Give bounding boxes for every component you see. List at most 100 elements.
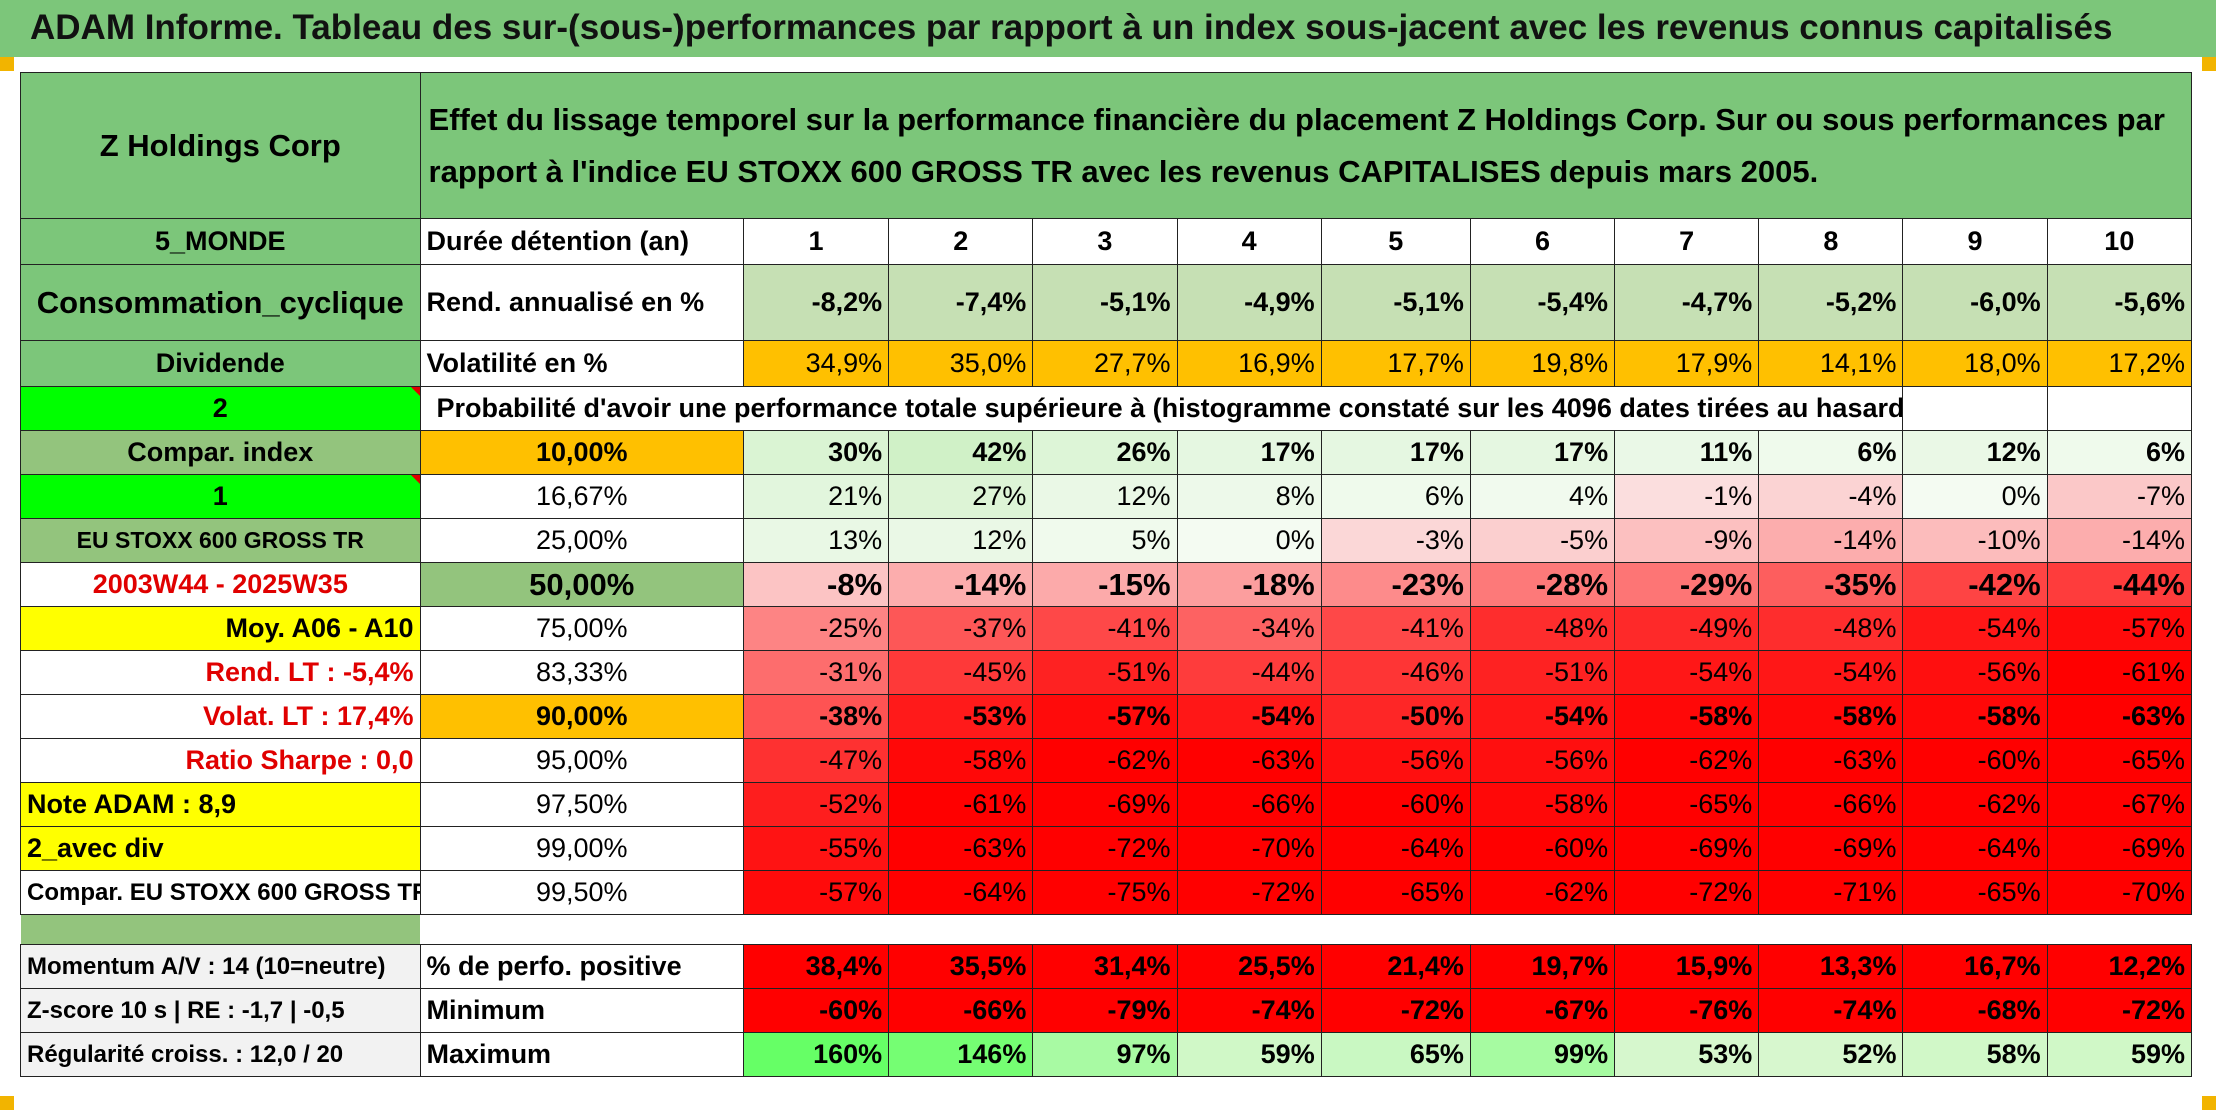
year-header: 1 [742, 218, 890, 265]
percentile-value: -58% [888, 738, 1034, 783]
side-label-moy: Moy. A06 - A10 [20, 606, 421, 651]
rend-value: -7,4% [888, 264, 1034, 341]
percentile-value: -56% [1320, 738, 1471, 783]
stat-value-min: -72% [1320, 988, 1471, 1033]
percentile-value: -69% [1758, 826, 1904, 871]
year-header: 10 [2046, 218, 2193, 265]
stat-value-pos: 12,2% [2046, 944, 2193, 989]
percentile-value: -72% [1176, 870, 1322, 915]
volat-value: 14,1% [1758, 340, 1904, 387]
volat-value: 34,9% [742, 340, 890, 387]
volat-value: 17,2% [2046, 340, 2193, 387]
percentile-value: -25% [742, 606, 890, 651]
report-title-bar: ADAM Informe. Tableau des sur-(sous-)per… [0, 0, 2216, 57]
stat-value-max: 99% [1469, 1032, 1616, 1077]
percentile-value: -51% [1032, 650, 1178, 695]
percentile-value: -62% [1032, 738, 1178, 783]
rend-value: -4,9% [1176, 264, 1322, 341]
stat-label-min: Minimum [419, 988, 744, 1033]
percentile-value: -52% [742, 782, 890, 827]
stat-value-max: 65% [1320, 1032, 1471, 1077]
selector-two: 2 [20, 386, 421, 431]
percentile-value: -66% [1176, 782, 1322, 827]
percentile-value: -18% [1176, 562, 1322, 607]
rend-value: -5,4% [1469, 264, 1616, 341]
year-header: 4 [1176, 218, 1322, 265]
side-label-momentum: Momentum A/V : 14 (10=neutre) [20, 944, 421, 989]
stat-value-min: -67% [1469, 988, 1616, 1033]
volat-value: 35,0% [888, 340, 1034, 387]
percentile-value: -64% [1902, 826, 2048, 871]
percentile-value: -65% [1614, 782, 1760, 827]
percentile-value: -34% [1176, 606, 1322, 651]
percentile-value: 12% [888, 518, 1034, 563]
corner-marker-right [2202, 57, 2216, 71]
percentile-value: 0% [1176, 518, 1322, 563]
volat-value: 27,7% [1032, 340, 1178, 387]
percentile-value: -14% [888, 562, 1034, 607]
stat-value-max: 160% [742, 1032, 890, 1077]
rend-value: -5,2% [1758, 264, 1904, 341]
percentile-value: -7% [2046, 474, 2193, 519]
percentile-value: -62% [1469, 870, 1616, 915]
percentile-value: -58% [1758, 694, 1904, 739]
side-label-note: Note ADAM : 8,9 [20, 782, 421, 827]
percentile-value: -70% [1176, 826, 1322, 871]
percentile-value: -61% [888, 782, 1034, 827]
rend-value: -5,6% [2046, 264, 2193, 341]
percentile-value: -69% [2046, 826, 2193, 871]
percentile-value: 17% [1469, 430, 1616, 475]
stat-value-pos: 13,3% [1758, 944, 1904, 989]
percentile-value: -31% [742, 650, 890, 695]
percentile-value: -4% [1758, 474, 1904, 519]
percentile-value: 6% [2046, 430, 2193, 475]
percentile-value: -14% [2046, 518, 2193, 563]
percentile-value: -44% [2046, 562, 2193, 607]
volat-value: 19,8% [1469, 340, 1616, 387]
percentile-value: 17% [1320, 430, 1471, 475]
percentile-value: 5% [1032, 518, 1178, 563]
percentile-value: -49% [1614, 606, 1760, 651]
percentile-value: -64% [888, 870, 1034, 915]
percentile-label: 97,50% [419, 782, 744, 827]
percentile-value: -69% [1614, 826, 1760, 871]
percentile-label: 99,50% [419, 870, 744, 915]
percentile-value: -54% [1758, 650, 1904, 695]
stat-value-min: -68% [1902, 988, 2048, 1033]
percentile-value: -72% [1614, 870, 1760, 915]
percentile-value: -35% [1758, 562, 1904, 607]
stat-value-max: 52% [1758, 1032, 1904, 1077]
percentile-value: -45% [888, 650, 1034, 695]
rend-value: -8,2% [742, 264, 890, 341]
percentile-value: -47% [742, 738, 890, 783]
percentile-label: 25,00% [419, 518, 744, 563]
percentile-value: -14% [1758, 518, 1904, 563]
percentile-value: -41% [1320, 606, 1471, 651]
volat-value: 17,7% [1320, 340, 1471, 387]
rend-value: -5,1% [1320, 264, 1471, 341]
year-header: 8 [1758, 218, 1904, 265]
percentile-value: -71% [1758, 870, 1904, 915]
side-label-zscore: Z-score 10 s | RE : -1,7 | -0,5 [20, 988, 421, 1033]
stat-value-pos: 38,4% [742, 944, 890, 989]
year-header: 5 [1320, 218, 1471, 265]
percentile-value: -42% [1902, 562, 2048, 607]
percentile-value: 42% [888, 430, 1034, 475]
percentile-value: -51% [1469, 650, 1616, 695]
percentile-value: -50% [1320, 694, 1471, 739]
percentile-value: -55% [742, 826, 890, 871]
stat-value-max: 58% [1902, 1032, 2048, 1077]
stat-value-pos: 15,9% [1614, 944, 1760, 989]
stat-value-pos: 16,7% [1902, 944, 2048, 989]
percentile-value: -66% [1758, 782, 1904, 827]
percentile-value: -64% [1320, 826, 1471, 871]
percentile-value: -54% [1902, 606, 2048, 651]
percentile-value: -63% [1176, 738, 1322, 783]
percentile-value: -54% [1614, 650, 1760, 695]
percentile-value: -61% [2046, 650, 2193, 695]
percentile-value: 0% [1902, 474, 2048, 519]
percentile-value: -56% [1902, 650, 2048, 695]
percentile-value: 4% [1469, 474, 1616, 519]
proba-label: Probabilité d'avoir une performance tota… [419, 386, 1904, 431]
percentile-value: -46% [1320, 650, 1471, 695]
